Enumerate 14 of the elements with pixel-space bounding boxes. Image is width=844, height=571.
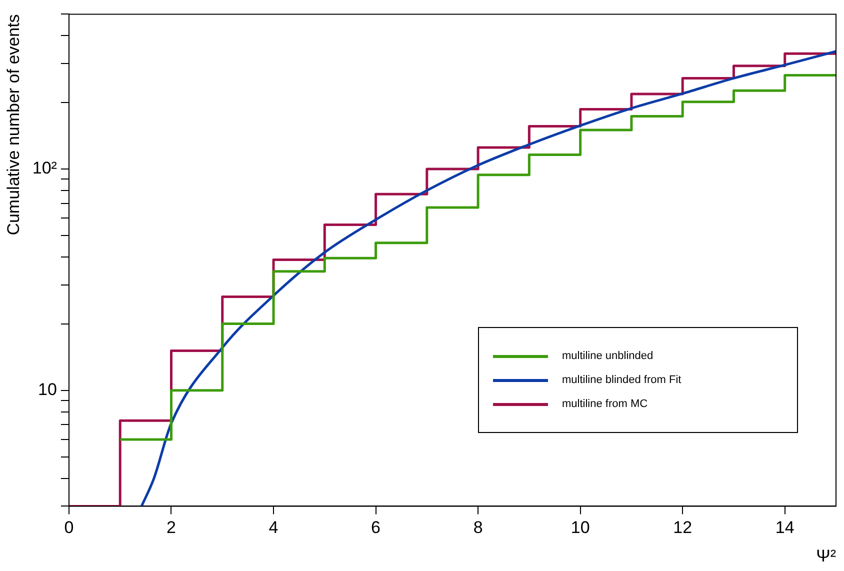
x-tick-label: 6	[371, 518, 381, 538]
x-axis-title: Ψ²	[816, 546, 836, 566]
x-tick-label: 12	[673, 518, 692, 538]
x-tick-label: 10	[570, 518, 590, 538]
x-tick-label: 14	[775, 518, 794, 538]
x-tick-label: 8	[473, 518, 483, 538]
y-tick-label: 10²	[32, 158, 58, 178]
legend-label: multiline unblinded	[562, 350, 654, 362]
legend-label: multiline from MC	[562, 398, 648, 410]
y-axis-title: Cumulative number of events	[4, 14, 23, 236]
x-tick-label: 0	[64, 518, 74, 538]
x-tick-label: 2	[166, 518, 176, 538]
x-tick-label: 4	[268, 518, 278, 538]
legend-label: multiline blinded from Fit	[562, 374, 682, 386]
